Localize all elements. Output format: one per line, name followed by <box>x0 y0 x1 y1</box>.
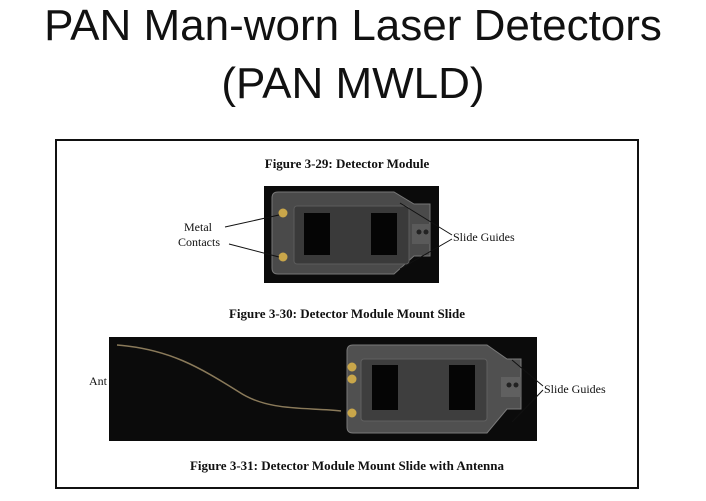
figure-3-31-caption: Figure 3-31: Detector Module Mount Slide… <box>189 458 505 473</box>
slide-title-line-1: PAN Man-worn Laser Detectors <box>44 1 662 50</box>
slide-title-line-2: (PAN MWLD) <box>221 59 485 108</box>
metal-label: Metal <box>184 220 212 234</box>
detector-module-photo <box>264 186 439 283</box>
figure-3-29-caption: Figure 3-29: Detector Module <box>264 156 430 171</box>
antenna-label-partial: Ant <box>89 374 107 388</box>
slide-guides-label-1: Slide Guides <box>453 230 515 244</box>
slide-guides-label-2: Slide Guides <box>544 382 606 396</box>
fig29-leader-lines <box>224 202 453 270</box>
mount-slide-with-antenna-photo <box>109 337 537 441</box>
contacts-label: Contacts <box>178 235 220 249</box>
figure-frame: Figure 3-29: Detector Module Metal Conta… <box>55 139 639 489</box>
fig31-leader-lines <box>511 359 544 423</box>
figure-3-30-caption: Figure 3-30: Detector Module Mount Slide <box>228 306 465 321</box>
